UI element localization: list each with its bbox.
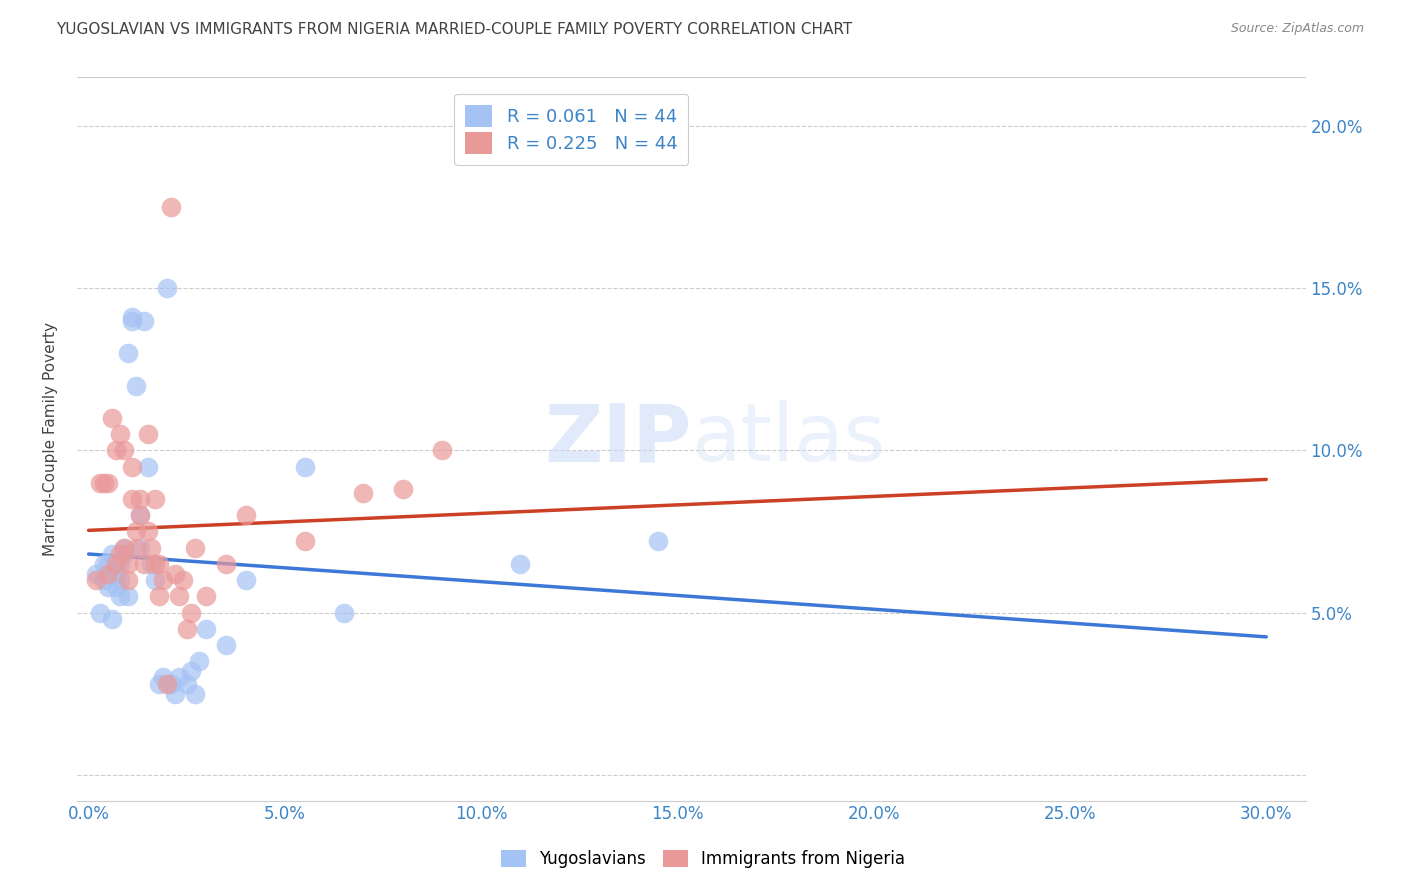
Point [105,566,128,581]
Point [125,541,148,555]
Point [172,573,194,587]
Point [235,508,257,523]
Point [160,200,183,214]
Point [97,475,120,490]
Point [167,670,190,684]
Point [97,566,120,581]
Point [105,443,128,458]
Point [108,557,131,571]
Point [156,281,179,295]
Point [128,491,150,506]
Point [128,508,150,523]
Point [128,541,150,555]
Point [121,310,143,325]
Text: YUGOSLAVIAN VS IMMIGRANTS FROM NIGERIA MARRIED-COUPLE FAMILY POVERTY CORRELATION: YUGOSLAVIAN VS IMMIGRANTS FROM NIGERIA M… [56,22,852,37]
Y-axis label: Married-Couple Family Poverty: Married-Couple Family Poverty [44,322,58,556]
Point [101,547,124,561]
Point [141,541,163,555]
Point [112,541,135,555]
Point [145,491,167,506]
Point [145,573,167,587]
Point [121,459,143,474]
Point [294,534,316,549]
Point [152,670,174,684]
Point [187,654,209,668]
Point [86,573,108,587]
Point [391,483,413,497]
Text: Source: ZipAtlas.com: Source: ZipAtlas.com [1230,22,1364,36]
Point [333,606,356,620]
Text: ZIP: ZIP [544,400,692,478]
Point [430,443,453,458]
Point [148,677,170,691]
Point [152,573,174,587]
Point [121,313,143,327]
Point [117,346,139,360]
Point [163,687,186,701]
Point [112,443,135,458]
Point [117,557,139,571]
Point [145,557,167,571]
Point [163,566,186,581]
Point [195,590,218,604]
Point [125,524,148,539]
Point [101,411,124,425]
Point [89,606,111,620]
Text: atlas: atlas [692,400,886,478]
Point [112,541,135,555]
Point [509,557,531,571]
Point [125,378,148,392]
Point [128,508,150,523]
Point [176,677,198,691]
Point [195,622,218,636]
Point [132,313,155,327]
Point [89,475,111,490]
Point [97,580,120,594]
Point [97,557,120,571]
Point [160,677,183,691]
Legend: R = 0.061   N = 44, R = 0.225   N = 44: R = 0.061 N = 44, R = 0.225 N = 44 [454,94,689,165]
Point [86,566,108,581]
Point [148,557,170,571]
Point [105,557,128,571]
Legend: Yugoslavians, Immigrants from Nigeria: Yugoslavians, Immigrants from Nigeria [495,843,911,875]
Point [93,573,115,587]
Point [148,590,170,604]
Point [180,606,202,620]
Point [176,622,198,636]
Point [156,677,179,691]
Point [215,557,238,571]
Point [215,638,238,652]
Point [93,557,115,571]
Point [136,459,159,474]
Point [117,590,139,604]
Point [121,491,143,506]
Point [183,687,205,701]
Point [108,590,131,604]
Point [167,590,190,604]
Point [93,475,115,490]
Point [294,459,316,474]
Point [117,573,139,587]
Point [352,485,374,500]
Point [180,664,202,678]
Point [235,573,257,587]
Point [132,557,155,571]
Point [105,580,128,594]
Point [647,534,669,549]
Point [108,547,131,561]
Point [136,524,159,539]
Point [108,427,131,442]
Point [136,427,159,442]
Point [183,541,205,555]
Point [141,557,163,571]
Point [101,612,124,626]
Point [108,573,131,587]
Point [112,547,135,561]
Point [105,557,128,571]
